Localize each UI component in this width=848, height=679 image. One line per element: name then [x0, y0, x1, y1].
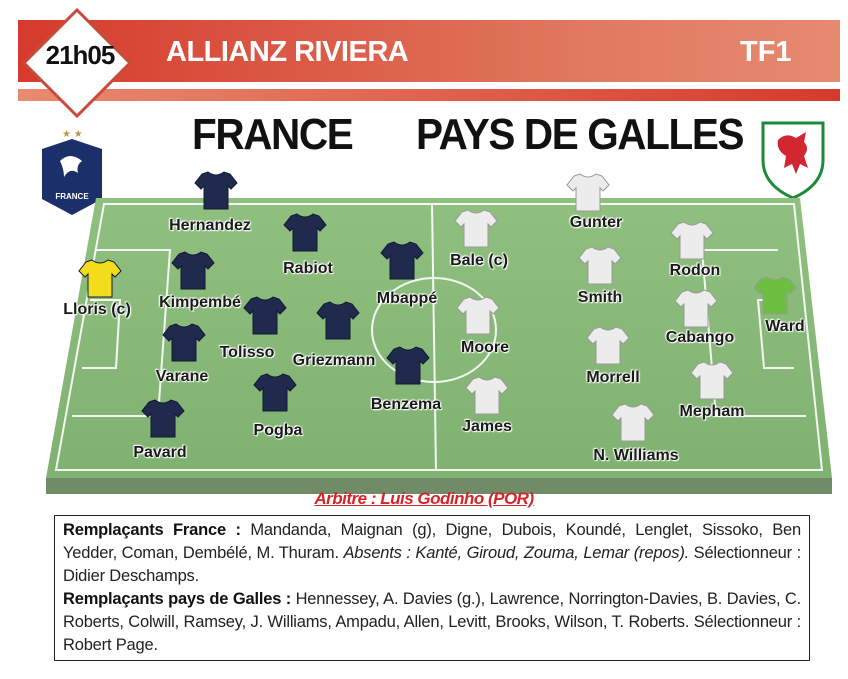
shirt-icon	[141, 397, 185, 439]
away-player-name: N. Williams	[593, 447, 679, 464]
away-player-name: Mepham	[679, 403, 745, 420]
home-coach: Sélectionneur : Didier Deschamps.	[63, 544, 801, 585]
shirt-icon	[162, 321, 206, 363]
home-player-name: Varane	[155, 368, 209, 385]
home-player-name: Mbappé	[376, 290, 438, 307]
away-subs-label: Remplaçants pays de Galles :	[63, 590, 292, 608]
shirt-icon	[674, 287, 718, 329]
tv-channel: TF1	[740, 36, 792, 68]
shirt-icon	[690, 359, 734, 401]
wales-crest-logo	[761, 121, 825, 200]
away-player-name: Smith	[577, 289, 623, 306]
referee-label: Arbitre : Luis Godinho (POR)	[314, 489, 534, 508]
shirt-icon	[456, 294, 500, 336]
away-team-title: PAYS DE GALLES	[416, 110, 744, 159]
shirt-icon	[194, 169, 238, 211]
home-player-name: Rabiot	[283, 260, 333, 277]
france-crest-logo: ★ ★ FRANCE	[42, 129, 102, 215]
svg-text:★ ★: ★ ★	[62, 129, 83, 140]
svg-text:FRANCE: FRANCE	[55, 192, 89, 201]
home-player-name: Pogba	[253, 422, 303, 439]
home-absents: Absents : Kanté, Giroud, Zouma, Lemar (r…	[343, 544, 690, 562]
shirt-icon	[316, 299, 360, 341]
stadium-name: ALLIANZ RIVIERA	[166, 36, 409, 68]
shirt-icon	[283, 211, 327, 253]
shirt-icon	[171, 249, 215, 291]
away-subs-list: Hennessey, A. Davies (g.), Lawrence, Nor…	[63, 590, 801, 654]
shirt-icon	[380, 239, 424, 281]
home-subs-list: Mandanda, Maignan (g), Digne, Dubois, Ko…	[63, 521, 802, 562]
away-player-name: Cabango	[665, 329, 735, 346]
away-player-name: Gunter	[569, 214, 623, 231]
shirt-icon	[566, 171, 610, 213]
away-player-name: Ward	[765, 318, 805, 335]
shirt-icon	[670, 219, 714, 261]
away-player-name: Bale (c)	[450, 252, 508, 269]
away-player-name: Moore	[461, 339, 509, 356]
shirt-icon	[243, 294, 287, 336]
home-player-name: Kimpembé	[159, 294, 241, 311]
home-player-name: Tolisso	[219, 344, 275, 361]
home-player-name: Lloris (c)	[63, 301, 131, 318]
header-stripe	[18, 89, 840, 101]
away-player-name: Rodon	[669, 262, 721, 279]
home-team-title: FRANCE	[192, 110, 354, 159]
shirt-icon	[578, 244, 622, 286]
shirt-icon	[386, 344, 430, 386]
shirt-icon	[586, 324, 630, 366]
home-player-name: Benzema	[370, 396, 442, 413]
shirt-icon	[465, 374, 509, 416]
header-banner	[18, 20, 840, 82]
football-pitch	[46, 198, 832, 494]
shirt-icon	[454, 207, 498, 249]
away-player-name: James	[462, 418, 512, 435]
shirt-icon	[611, 401, 655, 443]
time-diamond	[22, 8, 132, 118]
substitutes-box: Remplaçants France : Mandanda, Maignan (…	[54, 515, 810, 661]
home-subs-label: Remplaçants France :	[63, 521, 241, 539]
shirt-icon	[253, 371, 297, 413]
away-player-name: Morrell	[586, 369, 640, 386]
home-player-name: Pavard	[133, 444, 187, 461]
kickoff-time: 21h05	[45, 40, 116, 70]
goalkeeper-shirt-icon	[753, 274, 797, 316]
goalkeeper-shirt-icon	[78, 257, 122, 299]
home-player-name: Hernandez	[169, 217, 251, 234]
home-player-name: Griezmann	[292, 352, 376, 369]
